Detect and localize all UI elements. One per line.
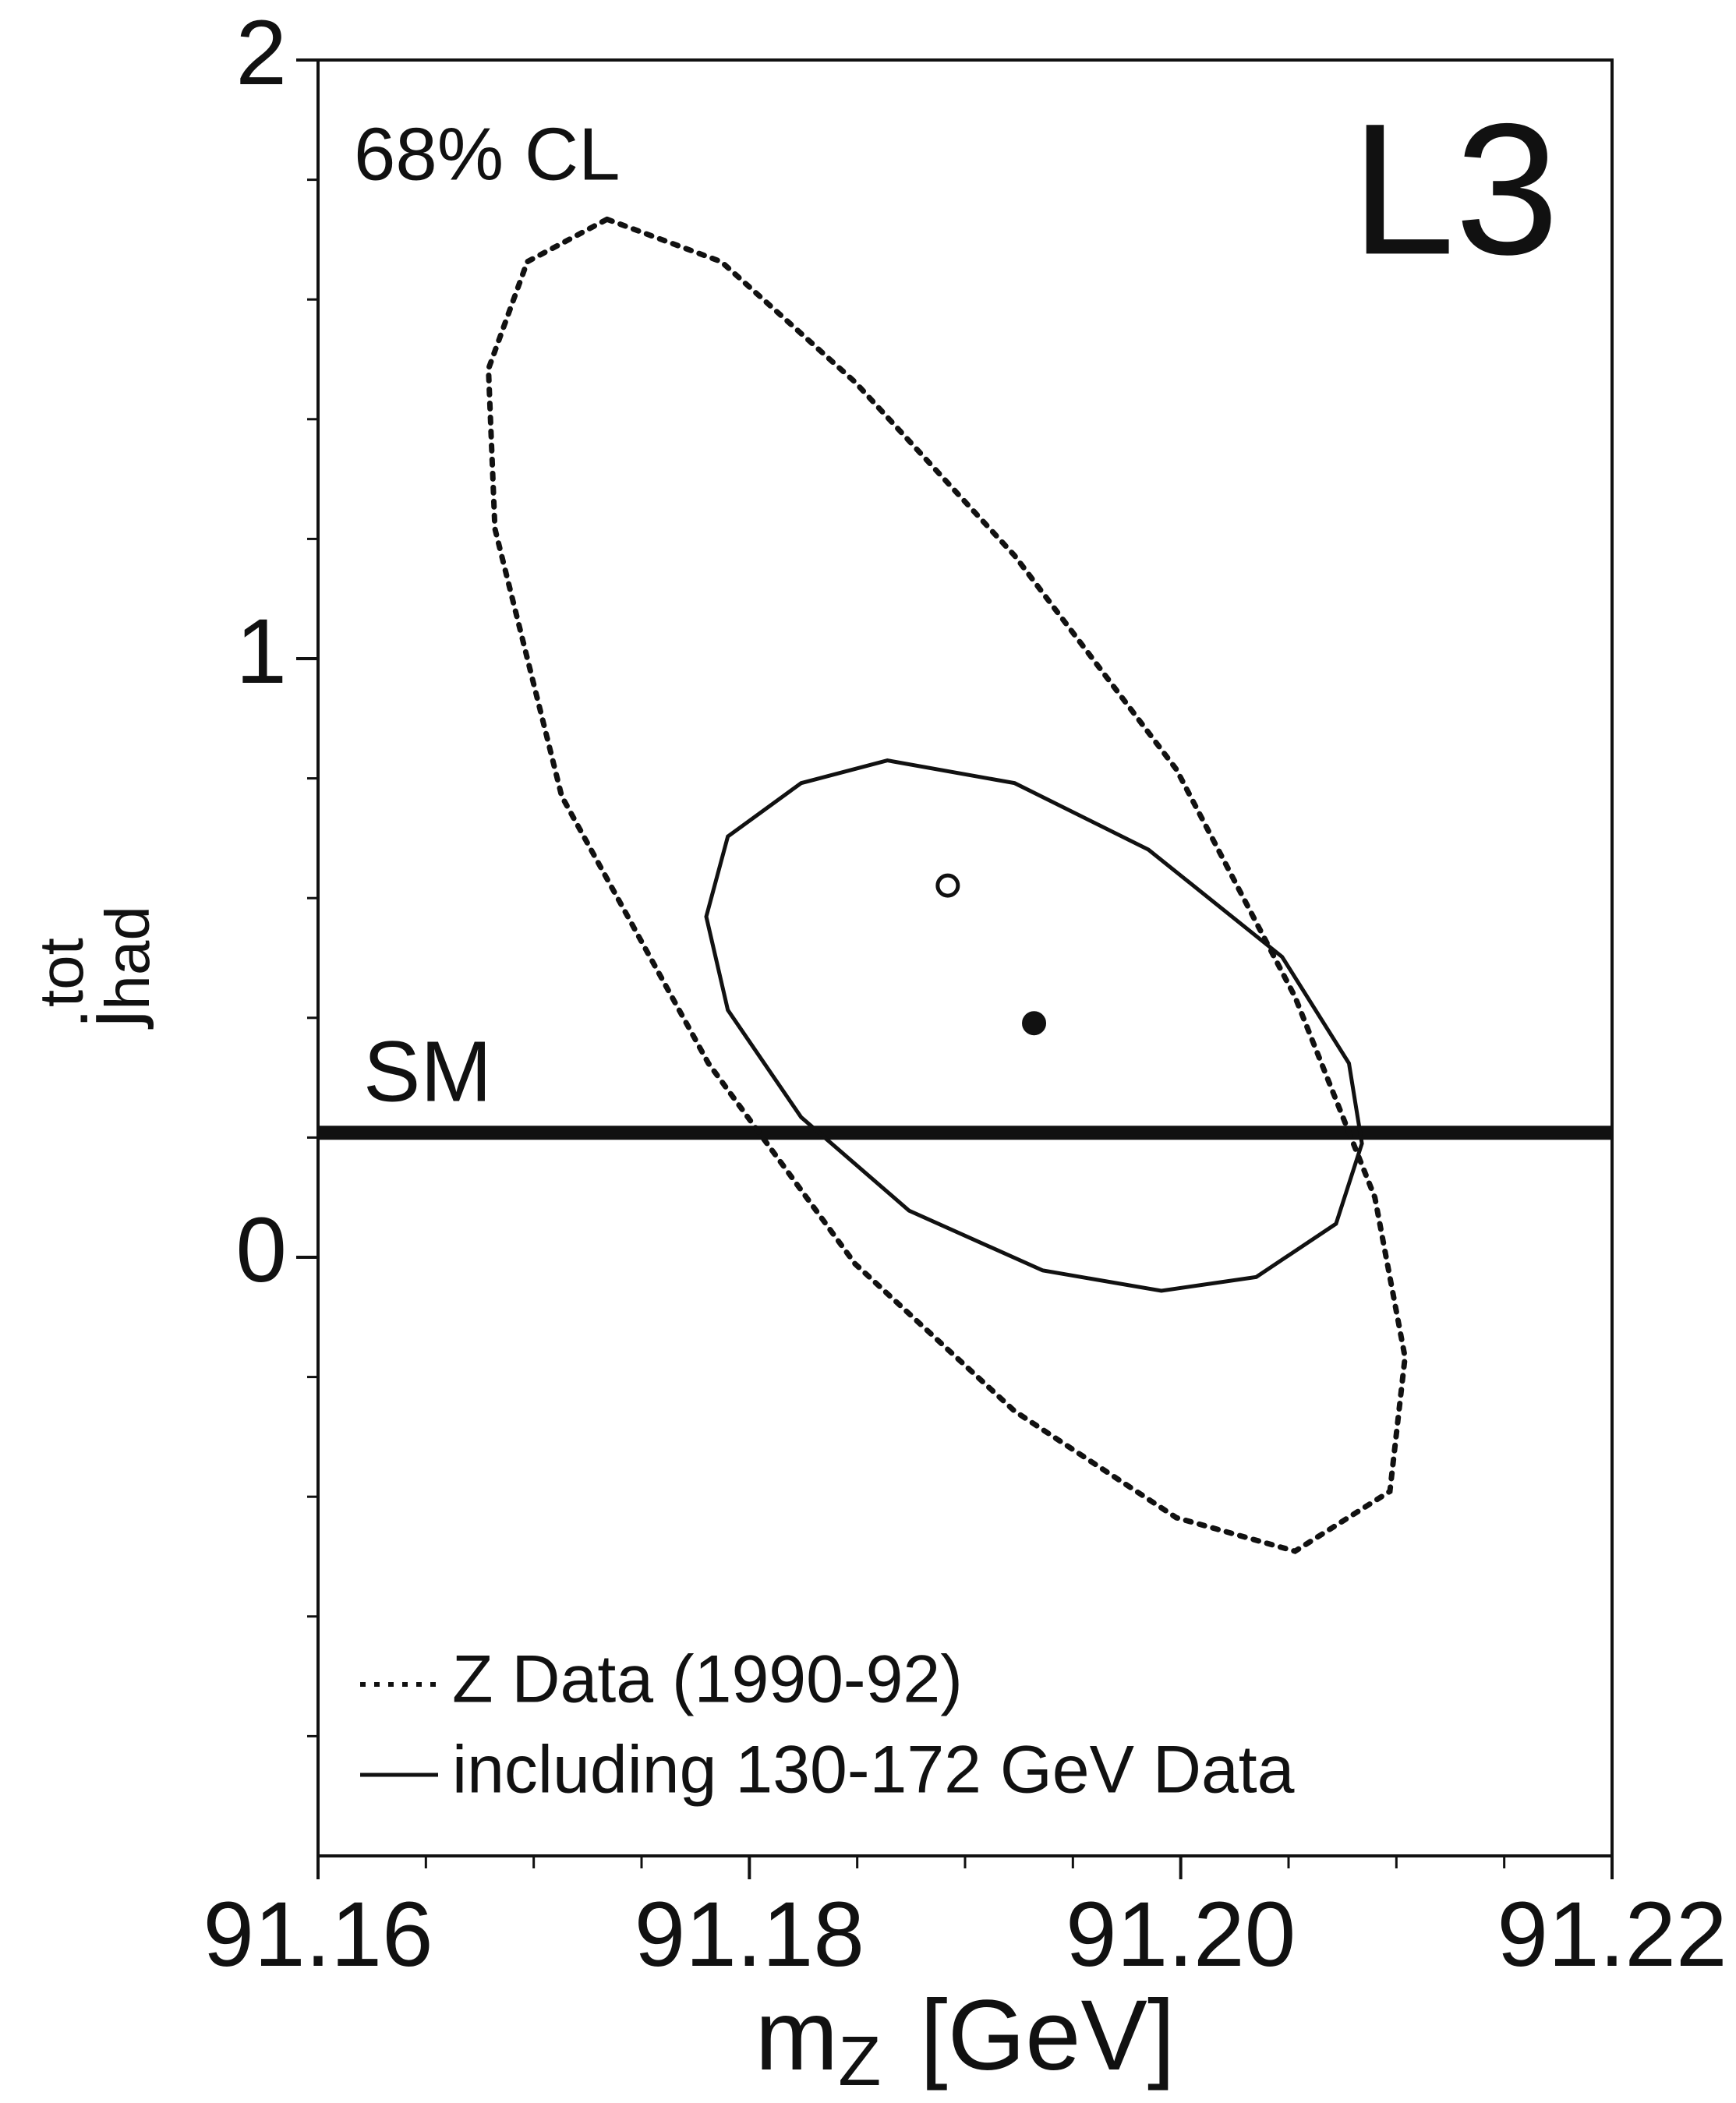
x-tick-label: 91.22: [1497, 1883, 1727, 1986]
y-label-sup: tot: [27, 938, 96, 1007]
point: [1022, 1011, 1047, 1036]
x-label-main: m: [755, 1980, 839, 2091]
x-tick-label: 91.16: [203, 1883, 433, 1986]
x-tick-label: 91.20: [1066, 1883, 1296, 1986]
y-tick-label: 0: [235, 1199, 287, 1302]
y-tick-label: 2: [235, 2, 287, 104]
contour: [486, 216, 1408, 1554]
point: [935, 873, 960, 898]
confidence-label: 68% CL: [354, 112, 621, 196]
contour: [704, 758, 1364, 1293]
legend-label: Z Data (1990-92): [452, 1642, 963, 1717]
reference-label: SM: [363, 1023, 492, 1119]
x-label-unit: [GeV]: [920, 1980, 1175, 2091]
x-label-sub: Z: [838, 2023, 881, 2101]
legend-label: including 130-172 GeV Data: [452, 1733, 1295, 1808]
x-tick-label: 91.18: [635, 1883, 864, 1986]
y-label-main: j: [67, 1010, 154, 1030]
y-tick-label: 1: [235, 600, 287, 703]
y-label-sub: had: [93, 906, 162, 1009]
experiment-label: L3: [1351, 84, 1559, 293]
x-axis-label: mZ [GeV]: [755, 1980, 1176, 2101]
y-axis-label: jhadtot: [27, 906, 162, 1030]
